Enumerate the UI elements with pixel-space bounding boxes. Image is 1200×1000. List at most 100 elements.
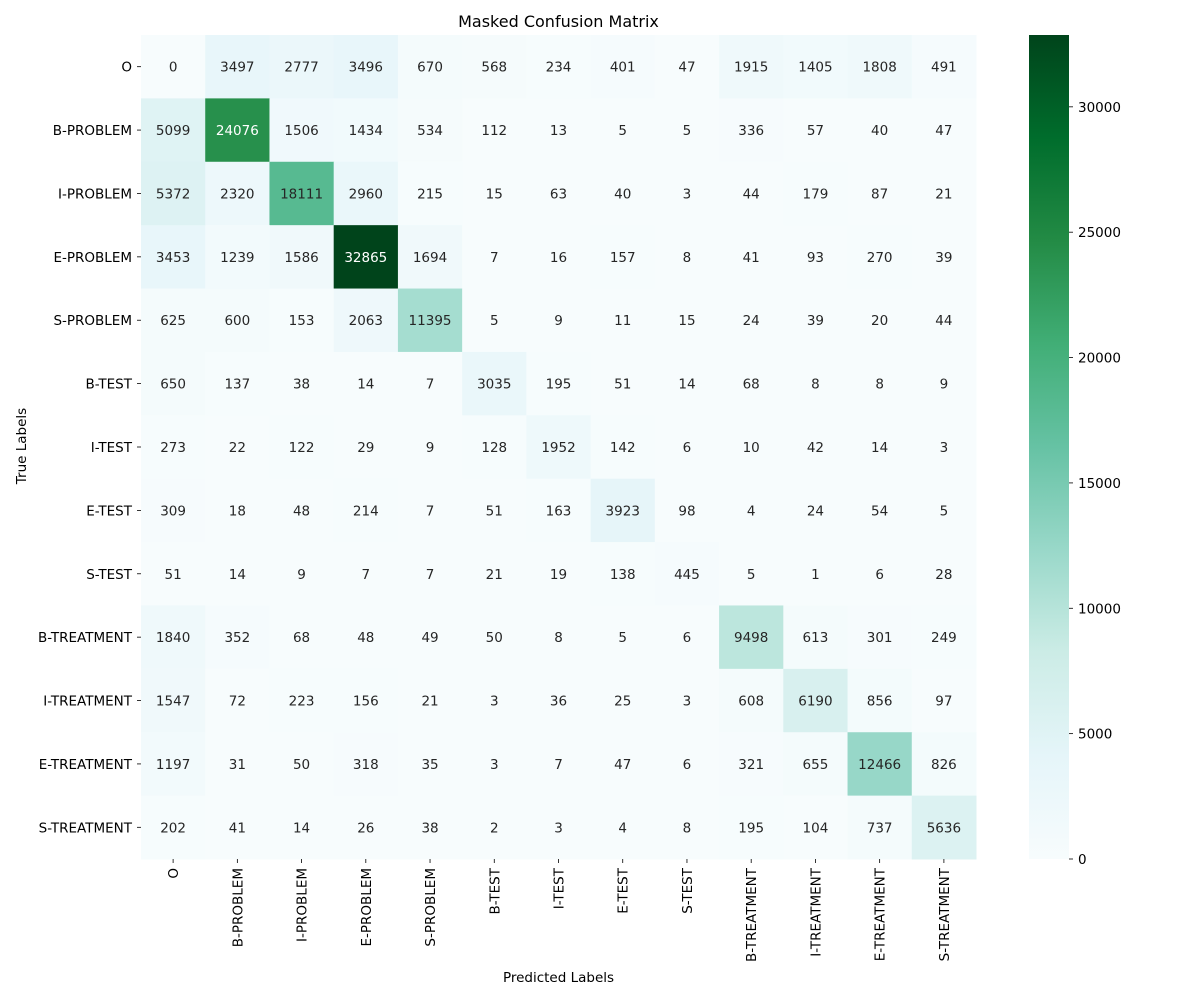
heatmap-cell	[783, 161, 849, 226]
cell-value-label: 51	[614, 377, 631, 393]
heatmap-cell	[205, 542, 270, 606]
heatmap-cell	[397, 795, 463, 860]
cell-value-label: 7	[554, 757, 563, 773]
cell-value-label: 309	[160, 503, 186, 519]
y-tick-label: B-TEST	[86, 377, 133, 393]
heatmap-cell	[654, 795, 720, 860]
heatmap-cell	[205, 161, 270, 226]
heatmap-cell	[719, 35, 784, 99]
cell-value-label: 6	[683, 757, 692, 773]
heatmap-cell	[269, 288, 335, 353]
heatmap-cell	[269, 605, 335, 670]
cell-value-label: 51	[165, 567, 182, 583]
heatmap-cell	[462, 161, 527, 226]
heatmap-cell	[205, 98, 270, 163]
heatmap-cell	[911, 605, 977, 670]
cell-value-label: 9	[297, 567, 306, 583]
x-tick-label: E-TREATMENT	[873, 867, 889, 961]
heatmap-cell	[911, 161, 977, 226]
heatmap-cell	[141, 478, 206, 543]
heatmap-cell	[269, 415, 335, 480]
heatmap-cell	[397, 415, 463, 480]
cell-value-label: 1547	[156, 694, 190, 710]
cell-value-label: 321	[738, 757, 764, 773]
colorbar-tick-label: 5000	[1078, 727, 1112, 743]
heatmap-cell	[269, 795, 335, 860]
heatmap-cell	[654, 98, 720, 163]
cell-value-label: 2960	[349, 186, 383, 202]
heatmap-cell	[719, 795, 784, 860]
heatmap-cell	[590, 161, 656, 226]
heatmap-cell	[654, 225, 720, 290]
heatmap-cell	[590, 732, 656, 797]
cell-value-label: 14	[357, 377, 374, 393]
cell-value-label: 18111	[280, 186, 323, 202]
heatmap-cell	[397, 98, 463, 163]
heatmap-cell	[526, 35, 592, 99]
cell-value-label: 137	[224, 377, 250, 393]
heatmap-cell	[205, 795, 270, 860]
heatmap-cell	[397, 668, 463, 733]
x-tick-label: B-PROBLEM	[230, 868, 246, 947]
heatmap-cell	[526, 351, 592, 416]
cell-value-label: 301	[867, 630, 893, 646]
heatmap-cell	[141, 542, 206, 606]
cell-value-label: 2320	[220, 186, 254, 202]
cell-value-label: 19	[550, 567, 567, 583]
cell-value-label: 25	[614, 694, 631, 710]
heatmap-cell	[462, 415, 527, 480]
cell-value-label: 3035	[477, 377, 511, 393]
cell-value-label: 21	[421, 694, 438, 710]
cell-value-label: 195	[546, 377, 572, 393]
cell-value-label: 670	[417, 60, 443, 76]
x-tick-label: S-PROBLEM	[423, 868, 439, 947]
heatmap-cell	[847, 732, 913, 797]
heatmap-cell	[783, 288, 849, 353]
cell-value-label: 104	[803, 820, 829, 836]
cell-value-label: 14	[229, 567, 246, 583]
heatmap-cell	[333, 542, 399, 606]
cell-value-label: 122	[289, 440, 315, 456]
heatmap-cell	[141, 605, 206, 670]
heatmap-cell	[269, 225, 335, 290]
cell-value-label: 38	[421, 820, 438, 836]
cell-value-label: 8	[683, 820, 692, 836]
cell-value-label: 3497	[220, 60, 254, 76]
heatmap-cell	[911, 542, 977, 606]
cell-value-label: 1840	[156, 630, 190, 646]
cell-value-label: 1405	[798, 60, 832, 76]
heatmap-cell	[911, 98, 977, 163]
heatmap-cell	[590, 225, 656, 290]
x-tick-label: S-TEST	[680, 867, 696, 914]
cell-value-label: 445	[674, 567, 700, 583]
cell-value-label: 1434	[349, 123, 383, 139]
heatmap-cell	[719, 732, 784, 797]
heatmap-cell	[847, 351, 913, 416]
cell-value-label: 50	[486, 630, 503, 646]
heatmap-cell	[141, 98, 206, 163]
heatmap-cell	[719, 288, 784, 353]
cell-value-label: 9	[554, 313, 563, 329]
cell-value-label: 7	[362, 567, 371, 583]
cell-value-label: 600	[224, 313, 250, 329]
cell-value-label: 1239	[220, 250, 254, 266]
heatmap-cell	[141, 351, 206, 416]
cell-value-label: 47	[614, 757, 631, 773]
heatmap-cell	[847, 795, 913, 860]
cell-value-label: 97	[935, 694, 952, 710]
heatmap-cell	[911, 732, 977, 797]
cell-value-label: 11395	[409, 313, 452, 329]
y-tick-label: S-TREATMENT	[39, 820, 133, 836]
heatmap-cell	[205, 605, 270, 670]
cell-value-label: 11	[614, 313, 631, 329]
cell-value-label: 534	[417, 123, 443, 139]
heatmap-cell	[205, 35, 270, 99]
cell-value-label: 2063	[349, 313, 383, 329]
heatmap-cell	[462, 795, 527, 860]
heatmap-cell	[526, 415, 592, 480]
heatmap-cell	[526, 732, 592, 797]
cell-value-label: 5	[618, 123, 627, 139]
cell-value-label: 26	[357, 820, 374, 836]
x-tick-label: S-TREATMENT	[937, 867, 953, 961]
